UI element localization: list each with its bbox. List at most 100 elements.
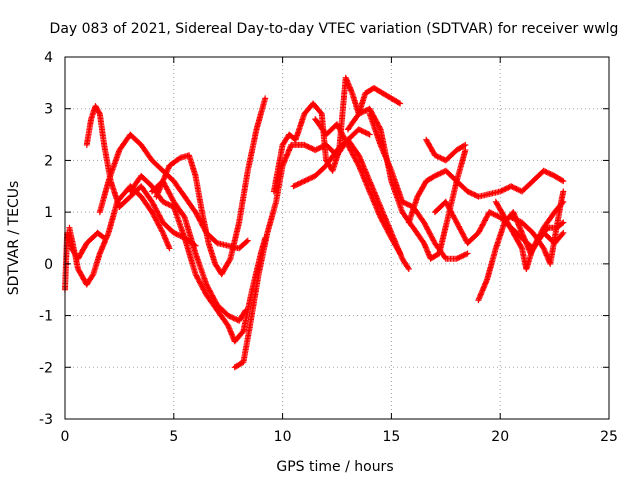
data-point-run — [138, 172, 154, 189]
data-point-run — [519, 179, 535, 195]
data-point — [366, 131, 373, 138]
data-point-run — [159, 219, 176, 235]
data-point-run — [83, 230, 100, 247]
data-point-run — [253, 96, 268, 133]
data-point-run — [127, 131, 144, 147]
data-point-run — [66, 224, 81, 271]
data-point-run — [170, 198, 187, 219]
data-point-run — [231, 359, 246, 371]
data-point-run — [379, 90, 394, 101]
y-tick-label: 3 — [44, 102, 53, 118]
data-point-run — [170, 204, 188, 240]
data-point — [560, 178, 567, 185]
ticks-layer: 0 5 10 15 20 25 -3 -2 -1 0 1 2 3 4 — [39, 50, 618, 445]
series-track-12 — [344, 105, 469, 262]
data-point-run — [255, 231, 270, 278]
data-point-run — [214, 302, 231, 318]
data-point-run — [231, 329, 246, 345]
data-point-run — [96, 110, 107, 147]
data-point — [560, 188, 567, 195]
data-point-run — [96, 231, 111, 257]
data-point-run — [192, 172, 205, 214]
data-point-run — [270, 143, 286, 195]
data-point-run — [116, 194, 133, 210]
data-point — [244, 237, 251, 244]
data-point-run — [240, 324, 253, 366]
y-tick-label: 4 — [44, 50, 53, 66]
data-point-run — [236, 238, 250, 252]
grid-layer — [65, 57, 609, 419]
x-tick-label: 10 — [274, 429, 292, 445]
data-point-run — [127, 184, 144, 200]
data-point-run — [410, 224, 427, 245]
data-point-run — [355, 106, 372, 117]
data-point-run — [399, 255, 411, 271]
data-point-run — [203, 291, 220, 313]
data-point-run — [453, 178, 470, 194]
x-tick-label: 5 — [169, 429, 178, 445]
data-point-run — [366, 110, 383, 147]
data-point-run — [186, 152, 199, 178]
data-point — [464, 250, 471, 257]
data-point-run — [414, 179, 429, 200]
series-track-15 — [423, 136, 469, 164]
data-point — [397, 250, 404, 257]
data-point-run — [529, 229, 546, 251]
data-point-run — [105, 148, 122, 185]
data-point-run — [312, 116, 329, 137]
data-point-run — [442, 148, 459, 164]
data-point-run — [203, 281, 220, 307]
data-point-run — [236, 308, 248, 324]
data-point-run — [486, 188, 502, 197]
data-point-run — [492, 220, 508, 252]
data-point-run — [344, 141, 361, 168]
data-point-run — [105, 200, 120, 236]
series-track-14 — [405, 167, 567, 226]
y-tick-label: 0 — [44, 257, 53, 273]
data-point-run — [192, 250, 209, 287]
data-point — [166, 245, 173, 252]
data-point-run — [127, 174, 144, 195]
y-tick-label: 1 — [44, 205, 53, 221]
data-point-run — [342, 74, 355, 95]
data-point-run — [96, 179, 112, 216]
data-point-run — [138, 183, 155, 204]
data-point-run — [244, 127, 260, 174]
data-point-run — [181, 235, 199, 276]
data-point-run — [181, 193, 198, 214]
series-track-11 — [312, 116, 404, 257]
data-point-run — [310, 100, 324, 116]
data-point-run — [236, 169, 251, 226]
data-point-run — [377, 214, 394, 240]
data-point-run — [240, 288, 255, 335]
data-point-run — [508, 214, 524, 225]
data-point-run — [166, 155, 183, 169]
series-track-10 — [290, 136, 412, 273]
data-point-run — [227, 221, 242, 262]
series-track-6 — [149, 178, 249, 324]
data-point-run — [149, 157, 165, 173]
data-point-run — [421, 219, 438, 245]
series-track-7 — [153, 95, 269, 278]
data-point-run — [153, 164, 172, 200]
data-point-run — [388, 95, 402, 106]
data-point-run — [464, 230, 481, 247]
x-axis-title: GPS time / hours — [276, 459, 393, 475]
data-point-run — [205, 240, 218, 266]
y-tick-label: -1 — [39, 309, 53, 325]
data-point-run — [371, 85, 385, 96]
series-track-19 — [508, 188, 567, 267]
data-point-run — [366, 105, 383, 131]
data-point-run — [323, 122, 339, 138]
data-point-run — [497, 183, 513, 195]
data-point-run — [355, 126, 372, 137]
data-point-run — [366, 178, 383, 209]
data-point-run — [523, 246, 536, 272]
data-point-run — [501, 214, 516, 235]
y-tick-label: -3 — [39, 412, 53, 428]
x-tick-label: 0 — [61, 429, 70, 445]
data-point-run — [484, 246, 499, 283]
data-point-run — [355, 162, 372, 193]
data-point-run — [492, 198, 507, 219]
